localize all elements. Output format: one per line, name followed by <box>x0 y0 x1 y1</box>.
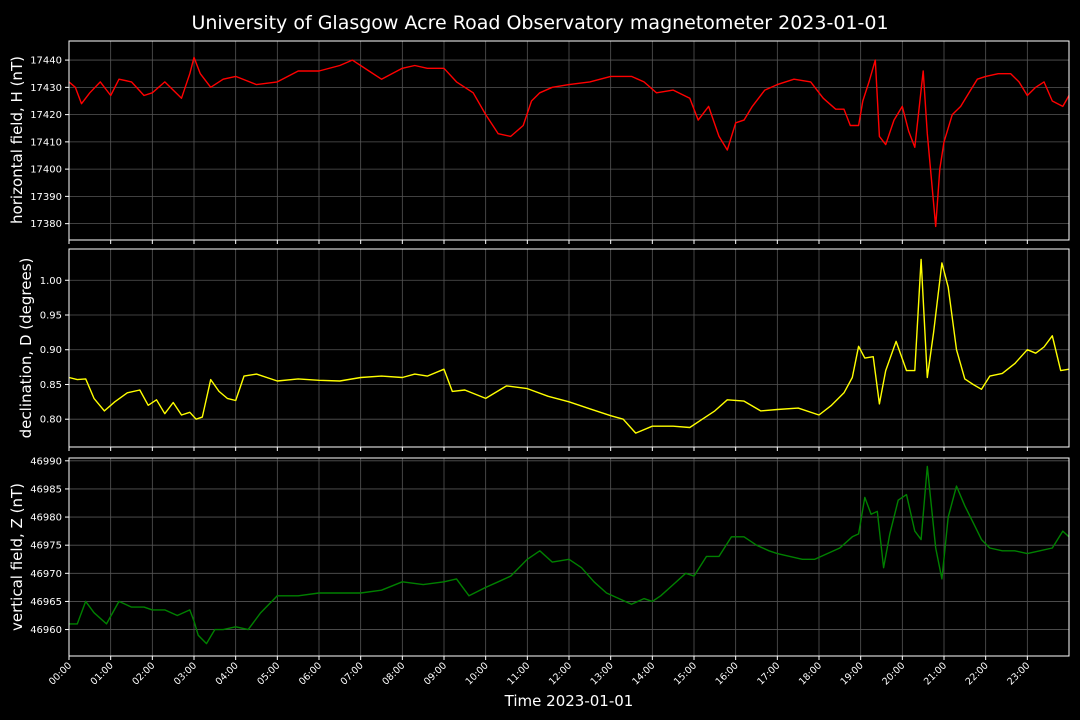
x-tick-label: 00:00 <box>47 660 74 687</box>
y-tick-label: 46985 <box>30 484 62 495</box>
x-tick-label: 19:00 <box>839 660 866 687</box>
y-tick-label: 0.80 <box>40 415 62 426</box>
x-tick-label: 22:00 <box>964 660 991 687</box>
y-tick-label: 17410 <box>30 137 62 148</box>
x-tick-label: 02:00 <box>130 660 157 687</box>
x-tick-label: 16:00 <box>714 660 741 687</box>
y-tick-label: 17420 <box>30 110 62 121</box>
x-tick-label: 15:00 <box>672 660 699 687</box>
panel-vertical-field: vertical field, Z (nT) 46960 46965 46970 46… <box>8 456 1070 660</box>
x-tick-label: 11:00 <box>505 660 532 687</box>
panel-declination: declination, D (degrees) 0.80 0.85 0.90 0.9… <box>17 248 1070 451</box>
y-tick-label: 46960 <box>30 625 62 636</box>
x-tick-label: 06:00 <box>297 660 324 687</box>
x-tick-label: 09:00 <box>422 660 449 687</box>
x-tick-label: 08:00 <box>380 660 407 687</box>
y-tick-label: 1.00 <box>40 276 62 287</box>
y-tick-label: 46980 <box>30 513 62 524</box>
x-tick-label: 05:00 <box>255 660 282 687</box>
x-tick-label: 10:00 <box>464 660 491 687</box>
x-tick-label: 18:00 <box>797 660 824 687</box>
y-tick-label: 46990 <box>30 456 62 467</box>
x-tick-label: 21:00 <box>922 660 949 687</box>
plot-frame-horizontal <box>68 40 1070 241</box>
x-axis-ticks: 00:00 01:00 02:00 03:00 04:00 05:00 06:00 07:00… <box>47 660 1032 687</box>
y-axis-label-vertical: vertical field, Z (nT) <box>8 483 26 631</box>
x-tick-label: 23:00 <box>1005 660 1032 687</box>
y-tick-label: 17380 <box>30 219 62 230</box>
x-tick-label: 17:00 <box>755 660 782 687</box>
x-tick-label: 14:00 <box>630 660 657 687</box>
y-tick-label: 17440 <box>30 56 62 67</box>
y-tick-label: 17430 <box>30 83 62 94</box>
x-axis-label: Time 2023-01-01 <box>504 692 634 710</box>
x-tick-label: 01:00 <box>89 660 116 687</box>
y-tick-label: 17400 <box>30 165 62 176</box>
y-tick-label: 46965 <box>30 597 62 608</box>
chart-title: University of Glasgow Acre Road Observat… <box>191 12 888 34</box>
x-tick-label: 20:00 <box>880 660 907 687</box>
y-tick-label: 46975 <box>30 541 62 552</box>
plot-frame-vertical <box>68 457 1070 657</box>
y-tick-label: 0.85 <box>40 380 62 391</box>
x-tick-label: 12:00 <box>547 660 574 687</box>
y-axis-label-declination: declination, D (degrees) <box>17 258 35 439</box>
y-tick-label: 17390 <box>30 192 62 203</box>
x-tick-label: 07:00 <box>339 660 366 687</box>
y-tick-label: 46970 <box>30 569 62 580</box>
x-tick-label: 13:00 <box>589 660 616 687</box>
y-axis-label-horizontal: horizontal field, H (nT) <box>8 56 26 224</box>
series-line-declination <box>68 258 1070 434</box>
y-tick-label: 0.95 <box>40 311 62 322</box>
series-line-horizontal <box>68 56 1070 228</box>
x-tick-label: 04:00 <box>214 660 241 687</box>
x-tick-label: 03:00 <box>172 660 199 687</box>
y-tick-label: 0.90 <box>40 345 62 356</box>
series-line-vertical <box>69 465 1070 645</box>
panel-horizontal-field: horizontal field, H (nT) 17380 17390 17400… <box>8 40 1070 244</box>
plot-frame-declination <box>68 248 1070 448</box>
